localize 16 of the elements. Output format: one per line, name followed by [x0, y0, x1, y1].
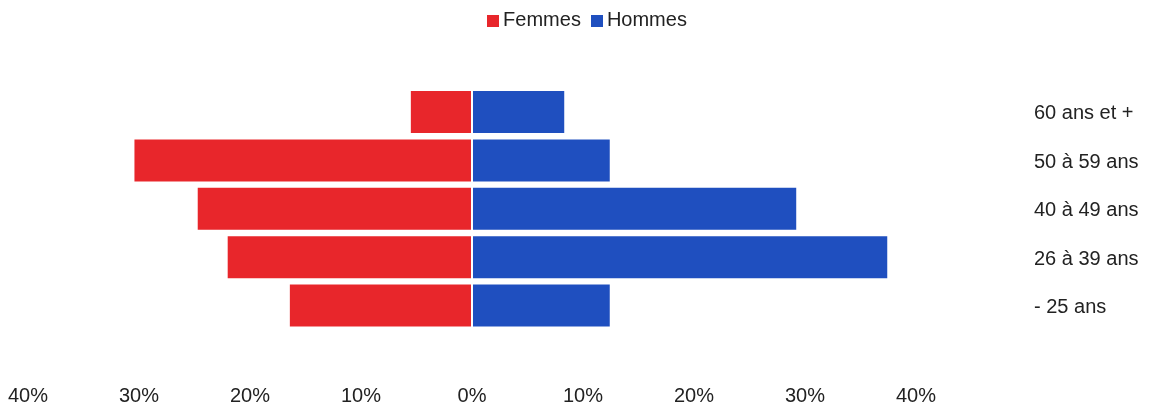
x-tick-label: 10%	[340, 384, 382, 407]
y-tick-label: 40 à 49 ans	[1034, 198, 1139, 221]
x-tick-label: 40%	[7, 384, 49, 407]
y-tick-label: - 25 ans	[1034, 294, 1107, 317]
y-tick-label: 26 à 39 ans	[1034, 246, 1139, 269]
x-tick-label: 20%	[229, 384, 271, 407]
x-tick-label: 20%	[673, 384, 715, 407]
x-tick-label: 30%	[118, 384, 160, 407]
x-tick-label: 30%	[784, 384, 826, 407]
y-tick-label: 50 à 59 ans	[1034, 149, 1139, 172]
x-tick-label: 40%	[895, 384, 937, 407]
x-tick-label: 0%	[457, 384, 487, 407]
legend-label: Hommes	[606, 8, 687, 30]
y-tick-label: 60 ans et +	[1034, 101, 1134, 124]
x-tick-label: 10%	[562, 384, 604, 407]
legend-label: Femmes	[503, 8, 581, 30]
